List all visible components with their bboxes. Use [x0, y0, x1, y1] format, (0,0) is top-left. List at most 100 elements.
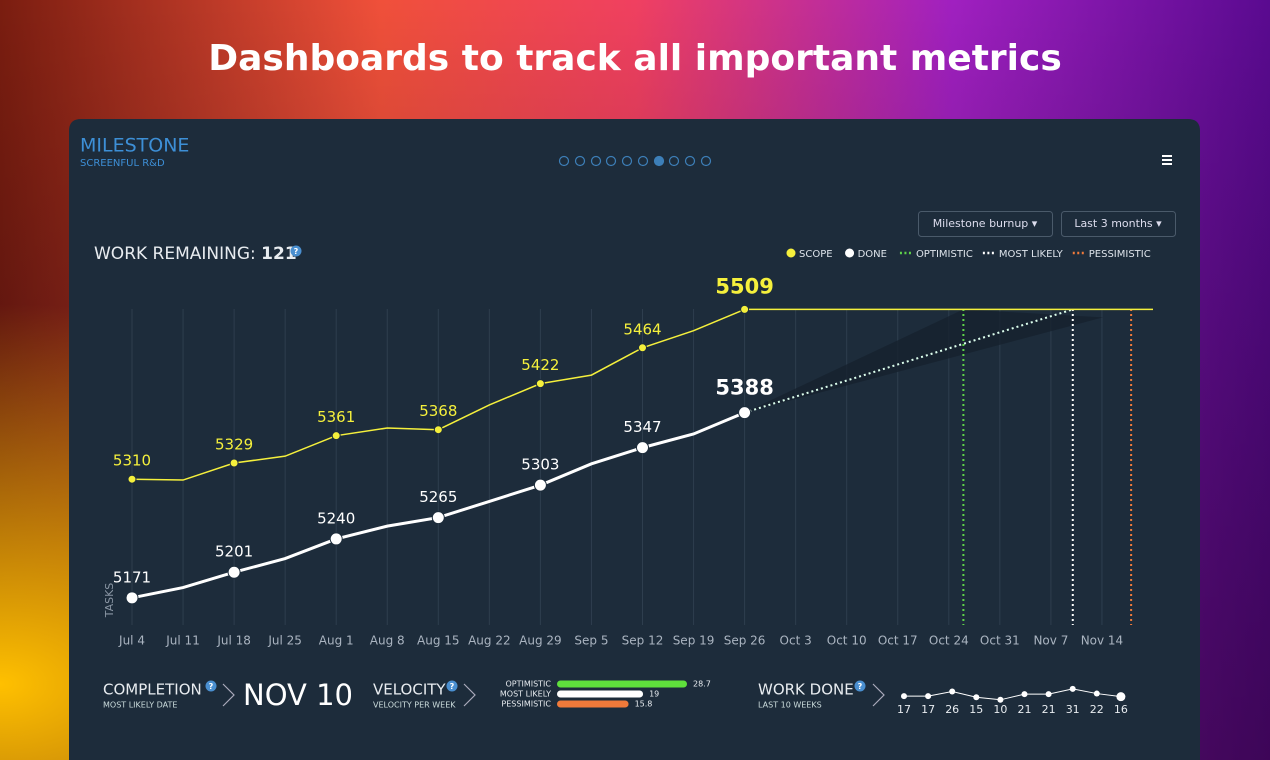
sparkline-point	[1021, 691, 1028, 698]
range-dropdown[interactable]	[1061, 211, 1176, 237]
x-tick-label: Oct 24	[929, 634, 969, 648]
x-tick-label: Sep 5	[574, 634, 608, 648]
legend-label: MOST LIKELY	[999, 249, 1064, 260]
projection-line	[744, 308, 1074, 414]
data-label: 5265	[419, 488, 457, 506]
chevron	[872, 683, 885, 707]
sparkline-point	[973, 694, 980, 701]
data-point	[433, 425, 443, 435]
help-icon-text: ?	[858, 682, 863, 691]
data-point	[229, 458, 239, 468]
data-point	[638, 343, 647, 353]
velocity-sublabel: VELOCITY PER WEEK	[373, 701, 456, 710]
x-tick-label: Sep 26	[724, 634, 766, 648]
work-done-label: WORK DONE	[758, 681, 854, 699]
x-tick-label: Oct 3	[780, 634, 812, 648]
menu-icon[interactable]	[1162, 155, 1172, 165]
x-tick-label: Oct 17	[878, 634, 918, 648]
x-tick-label: Sep 19	[673, 634, 715, 648]
sparkline-label: 17	[921, 703, 935, 716]
sparkline	[904, 688, 1121, 701]
work-done-sublabel: LAST 10 WEEKS	[758, 701, 822, 710]
velocity-bar-value: 15.8	[635, 700, 653, 709]
report-dropdown[interactable]	[918, 211, 1053, 237]
help-icon-text: ?	[209, 682, 214, 691]
completion-sublabel: MOST LIKELY DATE	[103, 701, 177, 710]
data-label: 5171	[113, 568, 151, 586]
x-tick-label: Nov 7	[1033, 634, 1068, 648]
data-label: 5388	[715, 376, 773, 400]
legend-swatch	[845, 248, 855, 258]
sparkline-label: 10	[993, 703, 1007, 716]
x-tick-label: Sep 12	[622, 634, 664, 648]
sparkline-label: 21	[1042, 703, 1056, 716]
completion-label: COMPLETION	[103, 681, 202, 699]
data-label: 5329	[215, 435, 253, 453]
x-tick-label: Aug 8	[370, 634, 405, 648]
x-tick-label: Nov 14	[1081, 634, 1124, 648]
sparkline-label: 22	[1090, 703, 1104, 716]
help-icon[interactable]	[205, 680, 217, 692]
velocity-bar-label: MOST LIKELY	[500, 690, 551, 699]
x-tick-label: Oct 31	[980, 634, 1020, 648]
sparkline-point	[1116, 692, 1126, 702]
data-point	[431, 511, 445, 525]
y-axis-label: TASKS	[103, 583, 116, 619]
range-dropdown-label: Last 3 months ▾	[1074, 217, 1162, 230]
help-icon-text: ?	[294, 247, 299, 256]
sparkline-label: 21	[1018, 703, 1032, 716]
data-point	[127, 474, 137, 484]
sparkline-label: 26	[945, 703, 959, 716]
velocity-bar	[557, 700, 629, 708]
pagination[interactable]	[558, 155, 712, 167]
x-tick-label: Jul 4	[118, 634, 145, 648]
data-label: 5361	[317, 408, 355, 426]
data-point	[738, 406, 752, 420]
sparkline-label: 31	[1066, 703, 1080, 716]
milestone-subtitle: SCREENFUL R&D	[80, 158, 165, 169]
data-label: 5201	[215, 543, 253, 561]
legend-label: DONE	[858, 249, 887, 260]
x-tick-label: Aug 1	[319, 634, 354, 648]
help-icon[interactable]	[854, 680, 866, 692]
sparkline-point	[901, 693, 907, 700]
forecast-cone	[744, 309, 1103, 413]
data-label: 5422	[521, 356, 559, 374]
data-point	[125, 591, 139, 605]
sparkline-point	[925, 693, 932, 700]
legend-label: SCOPE	[799, 249, 833, 260]
chevron	[463, 683, 476, 707]
sparkline-label: 16	[1114, 703, 1128, 716]
legend-label: OPTIMISTIC	[916, 249, 973, 260]
sparkline-point	[949, 688, 956, 695]
sparkline-point	[1069, 685, 1076, 692]
data-point	[535, 379, 545, 389]
data-label: 5240	[317, 509, 355, 527]
chevron	[222, 683, 235, 707]
x-tick-label: Aug 22	[468, 634, 511, 648]
data-point	[329, 532, 343, 546]
work-remaining: WORK REMAINING: 121	[94, 244, 297, 264]
headline: Dashboards to track all important metric…	[208, 38, 1062, 79]
report-dropdown-label: Milestone burnup ▾	[933, 217, 1038, 230]
data-point	[533, 478, 547, 492]
sparkline-point	[1045, 691, 1052, 698]
x-tick-label: Aug 15	[417, 634, 460, 648]
data-label: 5509	[715, 274, 773, 298]
data-label: 5347	[623, 418, 661, 436]
velocity-bar-label: OPTIMISTIC	[505, 680, 551, 689]
dashboard-card	[69, 119, 1200, 760]
help-icon[interactable]	[446, 680, 458, 692]
data-point	[740, 304, 750, 314]
help-icon[interactable]	[290, 245, 302, 257]
data-label: 5303	[521, 456, 559, 474]
x-tick-label: Oct 10	[827, 634, 867, 648]
velocity-bar-value: 19	[649, 690, 659, 699]
velocity-bar	[557, 680, 688, 688]
legend-label: PESSIMISTIC	[1089, 249, 1151, 260]
milestone-title: MILESTONE	[80, 135, 189, 157]
work-remaining-label: WORK REMAINING:	[94, 244, 256, 264]
sparkline-label: 15	[969, 703, 983, 716]
velocity-bar-value: 28.7	[693, 680, 711, 689]
